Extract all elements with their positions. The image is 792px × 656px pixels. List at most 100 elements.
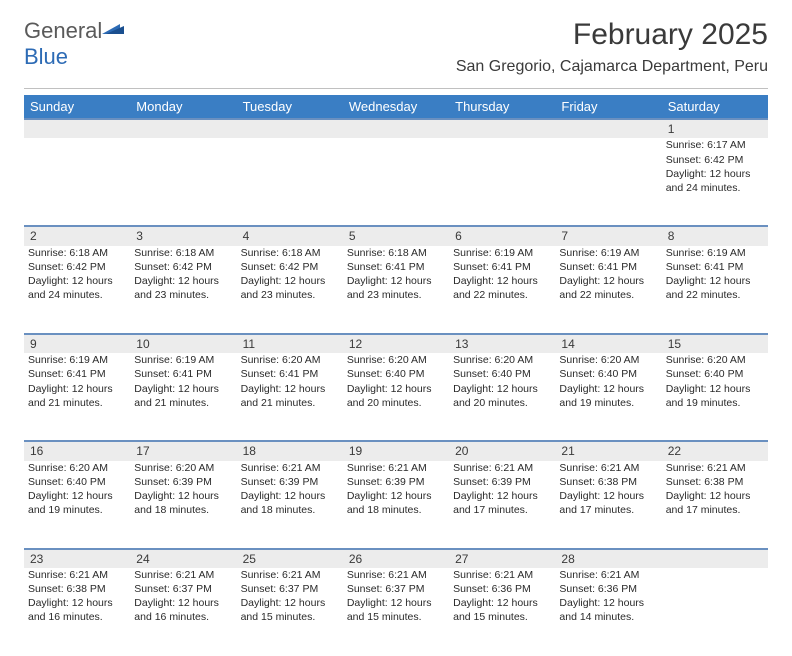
header: General Blue February 2025 San Gregorio,… <box>0 0 792 84</box>
day-sr: Sunrise: 6:21 AM <box>559 568 657 582</box>
day-header: Saturday <box>662 95 768 119</box>
day-number-cell: 26 <box>343 549 449 568</box>
day-d2: and 18 minutes. <box>134 503 232 517</box>
day-d2: and 23 minutes. <box>134 288 232 302</box>
day-ss: Sunset: 6:40 PM <box>453 367 551 381</box>
day-d1: Daylight: 12 hours <box>28 274 126 288</box>
day-d2: and 21 minutes. <box>134 396 232 410</box>
header-divider <box>24 88 768 89</box>
day-number-cell: 9 <box>24 334 130 353</box>
logo-flag-icon <box>102 20 124 38</box>
day-header: Thursday <box>449 95 555 119</box>
day-d1: Daylight: 12 hours <box>559 489 657 503</box>
day-number-cell: 22 <box>662 441 768 460</box>
day-number-cell: 12 <box>343 334 449 353</box>
day-header: Friday <box>555 95 661 119</box>
logo-text-general: General <box>24 18 102 43</box>
day-header: Monday <box>130 95 236 119</box>
day-d1: Daylight: 12 hours <box>241 382 339 396</box>
day-number-cell: 8 <box>662 226 768 245</box>
day-number-cell: 5 <box>343 226 449 245</box>
day-d2: and 16 minutes. <box>134 610 232 624</box>
daynum-row: 232425262728 <box>24 549 768 568</box>
day-sr: Sunrise: 6:19 AM <box>666 246 764 260</box>
day-content-cell: Sunrise: 6:18 AMSunset: 6:42 PMDaylight:… <box>24 246 130 334</box>
day-sr: Sunrise: 6:21 AM <box>453 461 551 475</box>
day-sr: Sunrise: 6:20 AM <box>347 353 445 367</box>
day-number-cell: 16 <box>24 441 130 460</box>
day-ss: Sunset: 6:36 PM <box>453 582 551 596</box>
day-number-cell: 2 <box>24 226 130 245</box>
day-number-cell: 14 <box>555 334 661 353</box>
day-content-cell: Sunrise: 6:19 AMSunset: 6:41 PMDaylight:… <box>662 246 768 334</box>
day-d2: and 21 minutes. <box>28 396 126 410</box>
day-d1: Daylight: 12 hours <box>28 382 126 396</box>
day-d2: and 23 minutes. <box>241 288 339 302</box>
day-number-cell: 10 <box>130 334 236 353</box>
day-ss: Sunset: 6:41 PM <box>453 260 551 274</box>
day-d1: Daylight: 12 hours <box>241 489 339 503</box>
day-ss: Sunset: 6:41 PM <box>666 260 764 274</box>
day-ss: Sunset: 6:40 PM <box>666 367 764 381</box>
day-d2: and 22 minutes. <box>666 288 764 302</box>
day-number-cell: 20 <box>449 441 555 460</box>
day-d2: and 18 minutes. <box>347 503 445 517</box>
day-number-cell: 4 <box>237 226 343 245</box>
day-sr: Sunrise: 6:18 AM <box>241 246 339 260</box>
day-header: Sunday <box>24 95 130 119</box>
day-ss: Sunset: 6:39 PM <box>347 475 445 489</box>
day-number-cell <box>130 119 236 138</box>
logo: General Blue <box>24 18 124 70</box>
day-d1: Daylight: 12 hours <box>241 274 339 288</box>
day-d2: and 20 minutes. <box>347 396 445 410</box>
day-sr: Sunrise: 6:17 AM <box>666 138 764 152</box>
day-d2: and 15 minutes. <box>347 610 445 624</box>
day-d1: Daylight: 12 hours <box>559 382 657 396</box>
day-ss: Sunset: 6:39 PM <box>134 475 232 489</box>
day-ss: Sunset: 6:37 PM <box>134 582 232 596</box>
day-content-cell: Sunrise: 6:21 AMSunset: 6:39 PMDaylight:… <box>343 461 449 549</box>
day-d1: Daylight: 12 hours <box>453 596 551 610</box>
daynum-row: 9101112131415 <box>24 334 768 353</box>
day-sr: Sunrise: 6:20 AM <box>666 353 764 367</box>
day-d1: Daylight: 12 hours <box>347 596 445 610</box>
day-sr: Sunrise: 6:19 AM <box>28 353 126 367</box>
day-d1: Daylight: 12 hours <box>134 382 232 396</box>
day-content-row: Sunrise: 6:19 AMSunset: 6:41 PMDaylight:… <box>24 353 768 441</box>
day-number-cell: 18 <box>237 441 343 460</box>
day-number-cell: 6 <box>449 226 555 245</box>
day-d1: Daylight: 12 hours <box>28 489 126 503</box>
day-d1: Daylight: 12 hours <box>134 274 232 288</box>
day-d1: Daylight: 12 hours <box>453 382 551 396</box>
day-d1: Daylight: 12 hours <box>666 167 764 181</box>
day-ss: Sunset: 6:38 PM <box>666 475 764 489</box>
day-sr: Sunrise: 6:21 AM <box>241 461 339 475</box>
day-d2: and 24 minutes. <box>28 288 126 302</box>
day-d2: and 24 minutes. <box>666 181 764 195</box>
day-sr: Sunrise: 6:21 AM <box>453 568 551 582</box>
day-content-cell <box>449 138 555 226</box>
day-ss: Sunset: 6:39 PM <box>241 475 339 489</box>
day-content-cell: Sunrise: 6:20 AMSunset: 6:40 PMDaylight:… <box>555 353 661 441</box>
day-ss: Sunset: 6:42 PM <box>241 260 339 274</box>
day-d2: and 16 minutes. <box>28 610 126 624</box>
day-d2: and 19 minutes. <box>28 503 126 517</box>
day-d2: and 22 minutes. <box>453 288 551 302</box>
day-d2: and 22 minutes. <box>559 288 657 302</box>
day-d1: Daylight: 12 hours <box>453 274 551 288</box>
day-number-cell: 3 <box>130 226 236 245</box>
day-content-cell: Sunrise: 6:21 AMSunset: 6:39 PMDaylight:… <box>449 461 555 549</box>
day-content-cell: Sunrise: 6:20 AMSunset: 6:40 PMDaylight:… <box>343 353 449 441</box>
day-content-cell: Sunrise: 6:20 AMSunset: 6:41 PMDaylight:… <box>237 353 343 441</box>
day-content-row: Sunrise: 6:17 AMSunset: 6:42 PMDaylight:… <box>24 138 768 226</box>
day-ss: Sunset: 6:41 PM <box>134 367 232 381</box>
day-d1: Daylight: 12 hours <box>241 596 339 610</box>
day-d1: Daylight: 12 hours <box>347 489 445 503</box>
day-sr: Sunrise: 6:21 AM <box>134 568 232 582</box>
daynum-row: 16171819202122 <box>24 441 768 460</box>
day-content-cell: Sunrise: 6:19 AMSunset: 6:41 PMDaylight:… <box>130 353 236 441</box>
day-number-cell: 11 <box>237 334 343 353</box>
logo-text: General Blue <box>24 18 124 70</box>
day-content-cell: Sunrise: 6:19 AMSunset: 6:41 PMDaylight:… <box>555 246 661 334</box>
day-ss: Sunset: 6:42 PM <box>28 260 126 274</box>
